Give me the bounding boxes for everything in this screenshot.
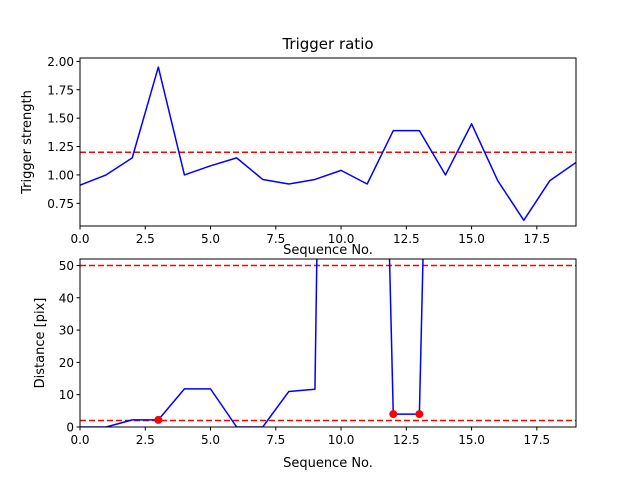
series-line	[80, 66, 576, 222]
x-axis-label: Sequence No.	[283, 456, 373, 471]
y-tick-label: 0.75	[47, 197, 74, 211]
y-tick-label: 1.50	[47, 112, 74, 126]
axes-frame	[79, 57, 577, 227]
x-tick-label: 7.5	[266, 232, 285, 246]
x-axis-label: Sequence No.	[283, 243, 373, 258]
x-tick-label: 0.0	[70, 433, 89, 447]
series-line	[80, 259, 424, 427]
y-tick-label: 20	[59, 356, 74, 370]
y-tick-label: 1.75	[47, 83, 74, 97]
x-tick-label: 2.5	[136, 232, 155, 246]
y-tick-label: 1.25	[47, 140, 74, 154]
x-tick-label: 12.5	[393, 232, 420, 246]
x-tick-label: 15.0	[458, 232, 485, 246]
y-tick-label: 40	[59, 291, 74, 305]
data-point-marker	[389, 410, 398, 419]
y-tick-label: 2.00	[47, 55, 74, 69]
plot-area	[80, 259, 576, 427]
x-tick-label: 5.0	[201, 433, 220, 447]
data-point-marker	[415, 410, 424, 419]
x-tick-label: 10.0	[328, 232, 355, 246]
y-tick-label: 0	[66, 421, 74, 435]
y-tick-label: 10	[59, 388, 74, 402]
x-tick-label: 0.0	[70, 232, 89, 246]
y-tick-label: 50	[59, 259, 74, 273]
plot-background	[80, 259, 576, 427]
trigger-ratio-chart: Trigger ratio Trigger strength 0.0 2.5 5.0…	[20, 35, 577, 246]
x-tick-label: 17.5	[523, 232, 550, 246]
x-tick-label: 15.0	[458, 433, 485, 447]
x-tick-label: 7.5	[266, 433, 285, 447]
x-tick-label: 5.0	[201, 232, 220, 246]
y-tick-label: 30	[59, 324, 74, 338]
x-tick-label: 2.5	[136, 433, 155, 447]
distance-chart: Sequence No. Sequence No. Distance [pix]…	[33, 243, 577, 471]
x-tick-label: 12.5	[393, 433, 420, 447]
data-point-marker	[154, 415, 163, 424]
plot-area	[80, 66, 576, 222]
chart-title: Trigger ratio	[281, 35, 373, 53]
y-axis-label: Trigger strength	[20, 90, 35, 195]
axes-frame	[79, 258, 577, 428]
x-tick-label: 10.0	[328, 433, 355, 447]
y-tick-label: 1.00	[47, 168, 74, 182]
y-axis-label: Distance [pix]	[33, 298, 48, 389]
x-tick-label: 17.5	[523, 433, 550, 447]
